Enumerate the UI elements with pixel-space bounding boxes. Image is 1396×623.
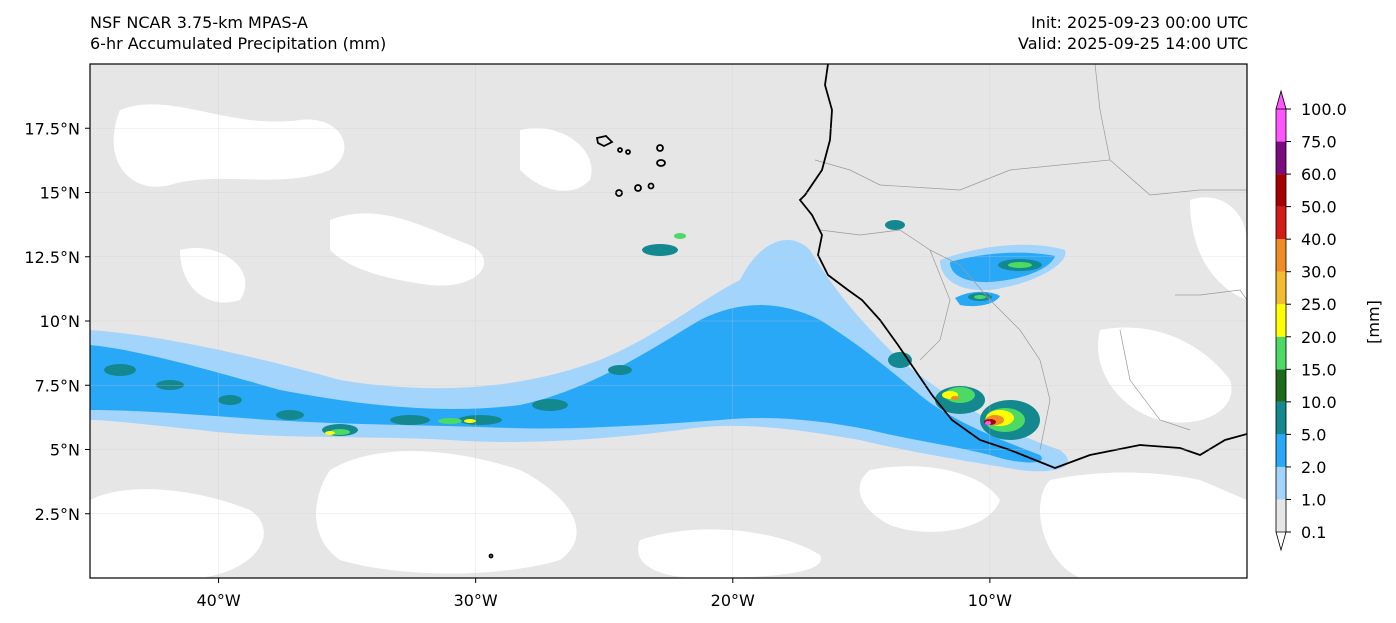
colorbar-tick-label: 15.0 [1301,360,1337,379]
model-title: NSF NCAR 3.75-km MPAS-A [90,13,308,32]
lon-tick-label: 40°W [196,591,240,610]
country-borders [814,64,1247,451]
lat-tick-label: 2.5°N [35,505,80,524]
map-content [90,64,1247,578]
plot-title-left: NSF NCAR 3.75-km MPAS-A 6-hr Accumulated… [90,12,386,54]
colorbar-segment [1276,206,1286,240]
colorbar-tick-label: 2.0 [1301,458,1326,477]
init-time: Init: 2025-09-23 00:00 UTC [1030,13,1248,32]
colorbar-tick-label: 0.1 [1301,523,1326,542]
lat-tick-label: 17.5°N [24,119,80,138]
coastline [798,64,1247,469]
colorbar-tick-label: 20.0 [1301,328,1337,347]
longitude-axis: 40°W 30°W 20°W 10°W [196,578,1012,610]
lat-tick-label: 5°N [50,441,80,460]
colorbar-segment [1276,109,1286,142]
colorbar-tick-label: 60.0 [1301,165,1337,184]
lon-tick-label: 30°W [454,591,498,610]
colorbar-tick-label: 30.0 [1301,263,1337,282]
colorbar-segment [1276,141,1286,175]
colorbar-segment [1276,434,1286,467]
colorbar-segment [1276,239,1286,272]
plot-title-right: Init: 2025-09-23 00:00 UTC Valid: 2025-0… [1018,12,1248,54]
colorbar-tick-label: 5.0 [1301,425,1326,444]
colorbar-over-arrow [1275,89,1287,110]
valid-time: Valid: 2025-09-25 14:00 UTC [1017,34,1248,53]
colorbar-tick-label: 75.0 [1301,133,1337,152]
colorbar-unit-label: [mm] [1364,300,1383,344]
colorbar-tick-label: 10.0 [1301,393,1337,412]
colorbar-segment [1276,271,1286,305]
colorbar-tick-label: 40.0 [1301,230,1337,249]
lat-tick-label: 15°N [40,184,80,203]
lon-tick-label: 10°W [968,591,1012,610]
colorbar-outline [1275,109,1287,532]
cape-verde-islands [488,135,666,559]
colorbar-tick-label: 1.0 [1301,490,1326,509]
colorbar-segment [1276,466,1286,500]
colorbar-segment [1276,499,1286,532]
colorbar-segment [1276,369,1286,402]
colorbar-under-arrow [1275,531,1287,552]
precip-layer-100mm [985,421,991,425]
colorbar-segment [1276,401,1286,435]
latitude-axis: 2.5°N 5°N 7.5°N 10°N 12.5°N 15°N 17.5°N [24,119,90,524]
lat-tick-label: 10°N [40,312,80,331]
colorbar-tick-label: 25.0 [1301,295,1337,314]
colorbar: 0.1 1.0 2.0 5.0 10.0 15.0 20.0 25.0 30.0 40.0 50.0… [1275,89,1347,552]
lat-tick-label: 7.5°N [35,376,80,395]
precip-layer-5mm [104,220,1042,440]
colorbar-tick-label: 50.0 [1301,198,1337,217]
colorbar-segment [1276,336,1286,370]
field-title: 6-hr Accumulated Precipitation (mm) [90,34,387,53]
colorbar-tick-label: 100.0 [1301,100,1347,119]
lon-tick-label: 20°W [711,591,755,610]
lat-tick-label: 12.5°N [24,248,80,267]
gridlines [90,64,1247,578]
colorbar-segment [1276,174,1286,207]
no-precip-areas [90,104,1247,578]
colorbar-segment [1276,304,1286,337]
